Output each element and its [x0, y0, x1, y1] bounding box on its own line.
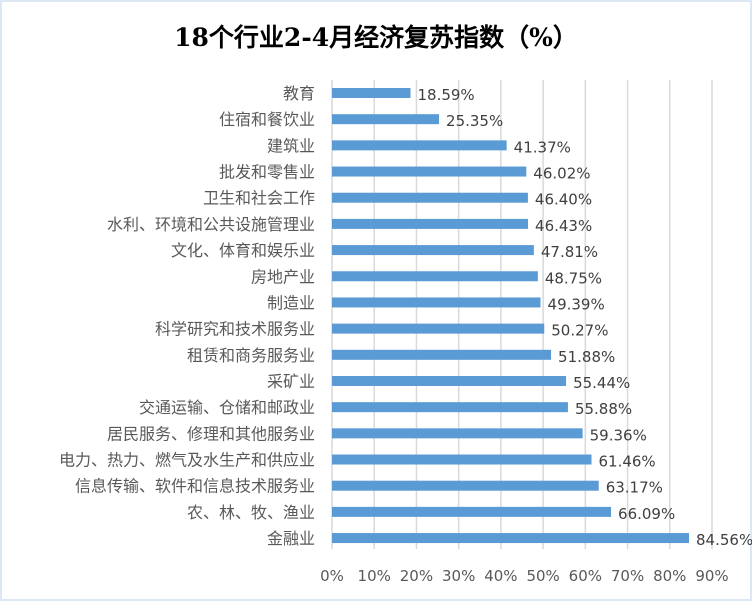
- data-label: 84.56%: [696, 531, 752, 549]
- bar: [332, 533, 690, 544]
- data-label: 63.17%: [606, 479, 663, 497]
- data-label: 66.09%: [618, 505, 675, 523]
- category-label: 信息传输、软件和信息技术服务业: [75, 477, 315, 496]
- category-label: 科学研究和技术服务业: [155, 320, 315, 339]
- bar: [332, 114, 440, 125]
- bar: [332, 271, 538, 282]
- category-label: 电力、热力、燃气及水生产和供应业: [59, 451, 315, 470]
- data-label: 41.37%: [514, 138, 571, 156]
- data-label: 55.44%: [573, 374, 630, 392]
- category-label: 金融业: [267, 529, 315, 548]
- bar: [332, 349, 552, 360]
- data-label: 47.81%: [541, 243, 598, 261]
- bar: [332, 88, 411, 98]
- x-tick-label: 0%: [320, 567, 344, 585]
- data-label: 46.02%: [533, 165, 590, 183]
- x-tick-label: 10%: [358, 567, 391, 585]
- bar: [332, 166, 527, 177]
- category-label: 制造业: [267, 293, 315, 312]
- bar: [332, 140, 507, 151]
- data-label: 50.27%: [551, 322, 608, 340]
- data-label: 49.39%: [548, 295, 605, 313]
- bar: [332, 245, 534, 256]
- bar: [332, 375, 567, 386]
- category-label: 住宿和餐饮业: [219, 110, 315, 129]
- x-tick-label: 80%: [653, 567, 686, 585]
- bar: [332, 506, 612, 517]
- x-tick-label: 40%: [484, 567, 517, 585]
- bar: [332, 454, 592, 465]
- category-label: 水利、环境和公共设施管理业: [107, 215, 315, 234]
- data-label: 18.59%: [417, 86, 474, 104]
- category-label: 房地产业: [251, 267, 315, 286]
- data-label: 48.75%: [545, 269, 602, 287]
- category-label: 批发和零售业: [219, 163, 315, 182]
- category-label: 采矿业: [267, 372, 315, 391]
- category-label: 居民服务、修理和其他服务业: [107, 424, 315, 443]
- bar: [332, 402, 568, 413]
- x-tick-label: 50%: [526, 567, 559, 585]
- category-label: 农、林、牧、渔业: [187, 503, 315, 522]
- chart-title: 18个行业2-4月经济复苏指数（%）: [174, 23, 578, 52]
- category-label: 文化、体育和娱乐业: [171, 241, 315, 260]
- data-label: 55.88%: [575, 400, 632, 418]
- category-label: 教育: [283, 84, 315, 103]
- category-label: 建筑业: [267, 136, 315, 155]
- x-tick-label: 20%: [400, 567, 433, 585]
- bar: [332, 297, 541, 308]
- category-label: 卫生和社会工作: [203, 189, 315, 208]
- x-tick-label: 70%: [611, 567, 644, 585]
- bar: [332, 192, 528, 203]
- bar: [332, 428, 583, 439]
- data-label: 51.88%: [558, 348, 615, 366]
- x-tick-label: 30%: [442, 567, 475, 585]
- x-tick-label: 90%: [695, 567, 728, 585]
- bar: [332, 480, 599, 491]
- data-label: 61.46%: [598, 453, 655, 471]
- category-label: 交通运输、仓储和邮政业: [139, 398, 315, 417]
- data-label: 46.40%: [535, 191, 592, 209]
- bar: [332, 218, 529, 229]
- bar: [332, 323, 545, 334]
- category-label: 租赁和商务服务业: [187, 346, 315, 365]
- data-label: 25.35%: [446, 112, 503, 130]
- x-tick-label: 60%: [569, 567, 602, 585]
- data-label: 59.36%: [590, 426, 647, 444]
- data-label: 46.43%: [535, 217, 592, 235]
